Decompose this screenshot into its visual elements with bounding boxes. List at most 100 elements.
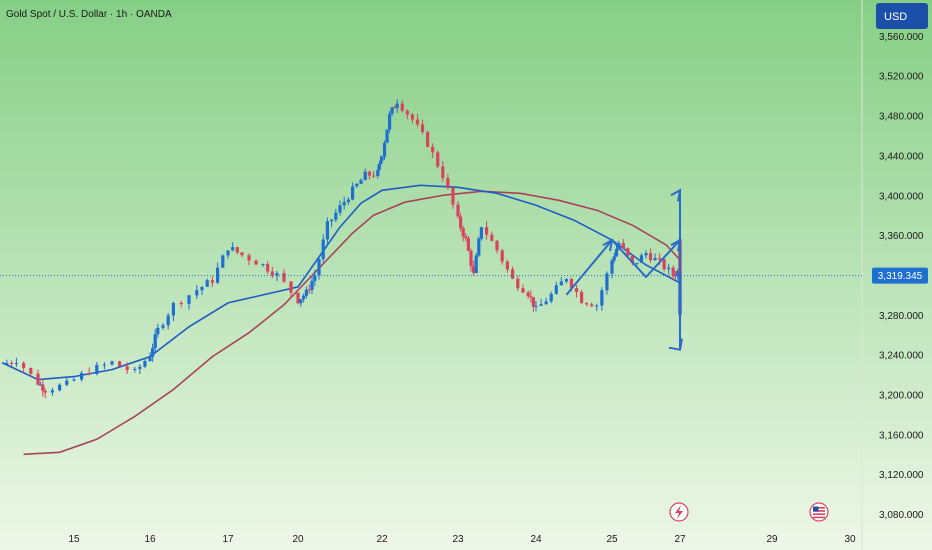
arrow-head	[602, 238, 614, 252]
candle-body	[466, 238, 470, 251]
last-price-label[interactable]: 3,319.345	[872, 267, 928, 284]
candle-body	[29, 367, 33, 374]
candle-body	[195, 290, 199, 296]
candle-body	[420, 124, 425, 132]
candle-body	[539, 304, 543, 306]
candle-body	[161, 325, 165, 328]
candle-body	[330, 219, 334, 222]
candle-body	[275, 273, 279, 276]
candle-body	[302, 295, 306, 300]
candle-body	[405, 110, 409, 115]
candle-body	[226, 250, 230, 256]
candle-body	[671, 267, 675, 276]
candle-body	[505, 261, 509, 270]
candle-body	[626, 248, 630, 256]
currency-button[interactable]: USD	[876, 3, 928, 29]
candle-body	[426, 131, 430, 147]
currency-button-bg	[876, 3, 928, 29]
candle-body	[299, 299, 303, 304]
candle-body	[574, 288, 579, 292]
candle-body	[388, 113, 392, 130]
candle-body	[240, 252, 244, 256]
candle-body	[554, 285, 558, 294]
candle-body	[380, 156, 384, 161]
candle-body	[614, 249, 619, 257]
us-flag-icon[interactable]	[809, 502, 829, 522]
candle-body	[441, 166, 445, 179]
candle-body	[153, 334, 157, 349]
y-tick-label: 3,280.000	[879, 311, 924, 322]
x-tick-label: 22	[376, 534, 388, 545]
candle-body	[372, 175, 376, 177]
candle-body	[14, 362, 18, 364]
candle-body	[247, 255, 251, 261]
arrow-head	[668, 338, 683, 351]
candle-body	[10, 363, 14, 365]
candle-body	[500, 250, 504, 262]
arrow-head	[670, 238, 682, 252]
candle-body	[321, 239, 325, 260]
candle-body	[559, 281, 563, 286]
candle-body	[676, 270, 680, 276]
candle-body	[521, 288, 525, 293]
x-tick-label: 15	[68, 534, 80, 545]
candle-body	[102, 364, 106, 366]
candle-body	[359, 180, 363, 184]
candle-body	[653, 258, 657, 261]
candle-body	[179, 302, 183, 304]
candle-body	[667, 267, 671, 270]
candle-body	[431, 146, 435, 153]
candle-body	[673, 275, 678, 277]
candle-body	[133, 368, 137, 370]
candle-body	[385, 129, 389, 143]
candle-body	[22, 362, 26, 368]
candle-body	[400, 103, 404, 111]
candle-body	[307, 289, 311, 291]
candle-body	[393, 107, 397, 109]
candle-body	[644, 253, 648, 256]
candle-body	[564, 278, 568, 282]
candle-body	[461, 228, 465, 237]
candle-body	[41, 384, 45, 391]
candle-body	[38, 384, 42, 386]
candle-body	[415, 119, 420, 125]
candle-body	[595, 305, 599, 307]
candle-body	[459, 216, 463, 229]
candle-body	[526, 292, 530, 297]
candle-body	[363, 171, 367, 181]
candle-body	[621, 243, 625, 249]
candle-body	[270, 271, 274, 276]
candle-body	[342, 202, 346, 206]
candle-body	[446, 178, 450, 188]
candle-body	[635, 262, 639, 264]
candle-body	[379, 160, 383, 165]
candle-body	[590, 304, 594, 307]
candle-body	[296, 292, 300, 304]
candle-body	[254, 260, 258, 265]
candle-body	[156, 327, 160, 335]
candle-body	[43, 390, 47, 393]
y-tick-label: 3,400.000	[879, 191, 924, 202]
candle-body	[390, 107, 394, 114]
candle-body	[338, 205, 342, 213]
candle-body	[72, 379, 76, 381]
candle-body	[580, 291, 584, 304]
candle-body	[477, 238, 481, 256]
candle-body	[464, 236, 468, 239]
candle-body	[531, 297, 535, 307]
candle-body	[474, 255, 478, 273]
lightning-event-icon[interactable]	[669, 502, 689, 522]
candle-body	[261, 264, 265, 266]
candle-body	[516, 278, 520, 289]
candle-body	[479, 227, 483, 239]
candle-body	[148, 356, 152, 362]
candle-body	[125, 366, 129, 370]
candle-body	[395, 103, 399, 108]
candle-body	[310, 280, 314, 290]
candle-body	[662, 259, 666, 270]
candle-body	[231, 247, 235, 251]
candle-body	[334, 212, 338, 220]
candle-body	[151, 348, 155, 357]
